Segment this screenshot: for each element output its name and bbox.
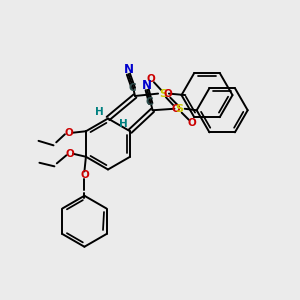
Text: C: C (128, 82, 136, 93)
Text: O: O (65, 149, 74, 159)
Text: N: N (142, 80, 152, 92)
Text: N: N (123, 63, 134, 76)
Text: O: O (146, 74, 155, 84)
Text: C: C (146, 98, 153, 107)
Text: O: O (80, 170, 89, 180)
Text: H: H (95, 107, 104, 117)
Text: H: H (119, 119, 128, 129)
Text: S: S (160, 88, 167, 99)
Text: O: O (64, 128, 73, 138)
Text: O: O (163, 89, 172, 99)
Text: O: O (187, 118, 196, 128)
Text: S: S (176, 104, 184, 114)
Text: O: O (172, 103, 181, 114)
